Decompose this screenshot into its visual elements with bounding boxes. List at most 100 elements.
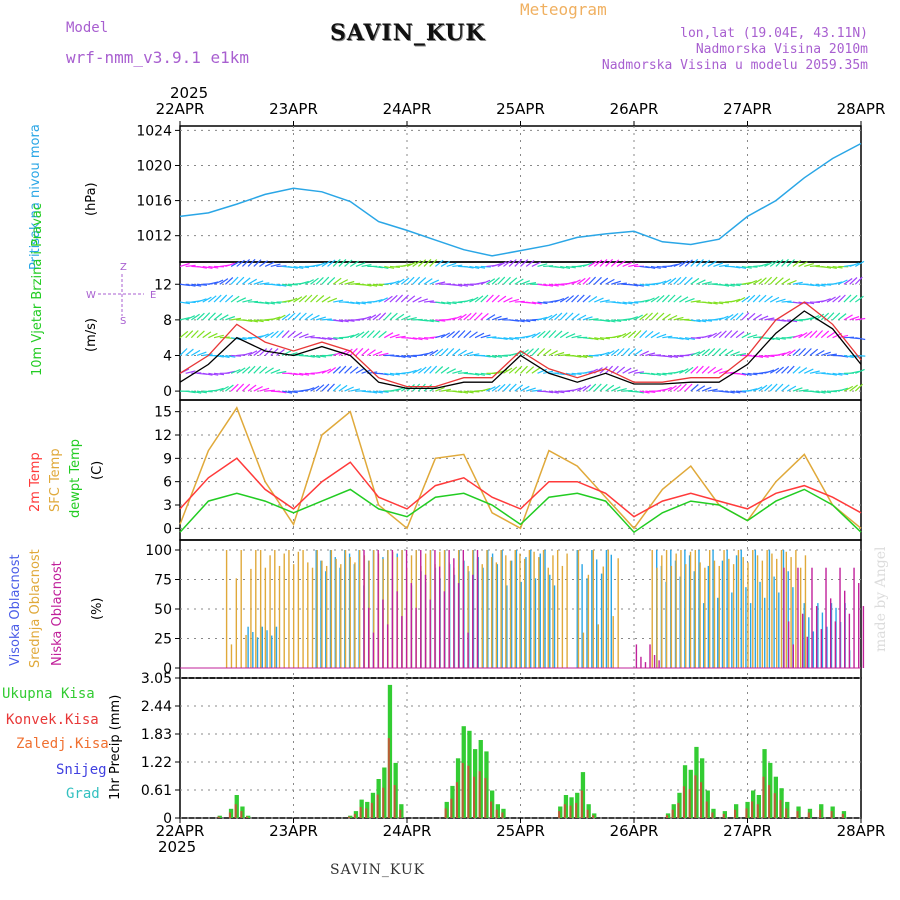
wind-arrow [417, 259, 427, 267]
precip-conv-bar [450, 798, 453, 818]
wind-arrow [815, 390, 826, 394]
wind-arrow [287, 390, 298, 394]
wind-arrow [537, 283, 548, 287]
wind-arrow [230, 276, 239, 285]
wind-arrow [281, 330, 290, 339]
wind-arrow [758, 263, 769, 268]
wind-arrow [463, 351, 474, 357]
wind-arrow [213, 372, 225, 376]
wind-arrow [196, 312, 205, 321]
wind-arrow [628, 301, 639, 304]
wind-arrow [577, 354, 588, 359]
wind-arrow [741, 312, 750, 321]
wind-arrow [747, 312, 756, 321]
wind-arrow [736, 265, 747, 269]
wind-arrow [826, 353, 837, 357]
wind-arrow [656, 294, 665, 303]
wind-arrow [702, 319, 713, 322]
wind-arrow [718, 348, 728, 356]
wind-arrow [832, 295, 841, 303]
wind-arrow [344, 319, 355, 322]
wind-arrow [344, 280, 355, 285]
wind-arrow [843, 314, 853, 321]
precip-conv-bar [484, 778, 487, 818]
wind-arrow [202, 296, 212, 303]
ytick-label: 1012 [136, 229, 172, 245]
wind-arrow [503, 276, 511, 285]
wind-arrow [457, 283, 469, 287]
wind-arrow [423, 319, 434, 323]
precip-bar [569, 797, 574, 818]
wind-arrow [208, 295, 217, 303]
wind-arrow [559, 331, 569, 339]
wind-arrow [225, 384, 234, 392]
wind-arrow [843, 385, 854, 392]
wind-arrow [253, 280, 264, 285]
wind-arrow [395, 313, 405, 321]
wind-arrow [242, 352, 253, 357]
wind-arrow [520, 385, 530, 392]
wind-arrow [503, 297, 513, 303]
wind-arrow [350, 388, 361, 392]
wind-arrow [554, 312, 563, 321]
wind-arrow [435, 334, 446, 339]
wind-arrow [781, 258, 789, 267]
wind-arrow [434, 348, 444, 356]
wind-arrow [401, 315, 411, 321]
precip-bar [830, 806, 835, 818]
wind-arrow [560, 353, 571, 357]
wind-arrow [662, 278, 672, 285]
wind-arrow [395, 335, 406, 339]
wind-arrow [673, 369, 684, 374]
wind-arrow [775, 259, 784, 267]
precip-bar [677, 792, 682, 818]
ytick-label: 12 [154, 277, 172, 293]
wind-arrow [480, 279, 491, 285]
wind-arrow [758, 294, 767, 303]
wind-arrow [401, 354, 412, 358]
wind-arrow [304, 354, 315, 358]
wind-arrow [605, 350, 615, 357]
wind-arrow [849, 384, 858, 392]
wind-arrow [497, 354, 508, 357]
wind-arrow [276, 390, 287, 394]
wind-arrow [270, 263, 281, 268]
wind-arrow [713, 262, 724, 268]
wind-arrow [826, 296, 836, 303]
wind-arrow [633, 349, 643, 356]
wind-arrow [531, 367, 541, 374]
wind-arrow [355, 301, 366, 305]
wind-arrow [230, 368, 241, 374]
precip-conv-bar [705, 801, 708, 818]
wind-arrow [457, 330, 466, 339]
wind-arrow [219, 314, 229, 321]
wind-arrow [542, 330, 551, 339]
wind-arrow [327, 276, 336, 285]
wind-arrow [707, 301, 718, 305]
wind-arrow [758, 277, 767, 285]
wind-arrow [695, 365, 704, 374]
year-bottom: 2025 [158, 838, 197, 856]
wind-arrow [208, 281, 219, 285]
wind-arrow [571, 354, 582, 358]
wind-arrow [735, 312, 744, 321]
wind-arrow [543, 265, 554, 268]
wind-arrow [486, 354, 497, 358]
wind-arrow [832, 372, 843, 376]
wind-arrow [429, 259, 438, 267]
wind-arrow [185, 330, 194, 339]
wind-arrow [213, 354, 224, 358]
wind-arrow [361, 369, 372, 374]
wind-arrow [452, 390, 463, 394]
wind-arrow [627, 330, 637, 339]
wind-arrow [781, 300, 792, 303]
wind-arrow [270, 316, 281, 321]
wind-arrow [412, 367, 422, 374]
wind-arrow [321, 337, 332, 341]
precip-conv-bar [682, 786, 685, 818]
wind-arrow [730, 298, 741, 303]
precip-conv-bar [734, 809, 737, 818]
wind-arrow [230, 383, 239, 392]
wind-arrow [690, 384, 699, 392]
precip-bar [592, 813, 597, 818]
